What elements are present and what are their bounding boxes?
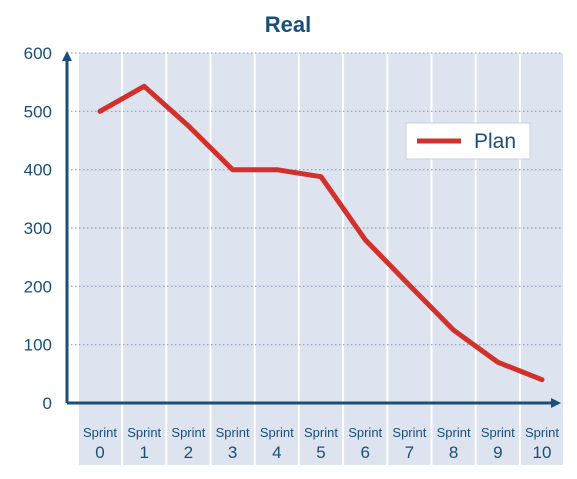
x-tick-label-top: Sprint	[216, 425, 250, 440]
x-tick-label-top: Sprint	[83, 425, 117, 440]
x-tick-label-bottom: 6	[360, 443, 369, 462]
gridlines	[67, 52, 563, 346]
x-tick-label-top: Sprint	[481, 425, 515, 440]
column-band	[211, 53, 254, 465]
chart-title: Real	[265, 12, 311, 37]
series-lines	[97, 83, 545, 383]
column-band	[388, 53, 431, 465]
column-band	[344, 53, 387, 465]
x-tick-label-top: Sprint	[260, 425, 294, 440]
column-band	[255, 53, 298, 465]
column-band	[476, 53, 519, 465]
y-tick-label: 0	[43, 394, 52, 413]
y-tick-label: 100	[24, 336, 52, 355]
y-tick-label: 300	[24, 219, 52, 238]
y-tick-label: 600	[24, 44, 52, 63]
x-tick-label-bottom: 1	[139, 443, 148, 462]
column-band	[299, 53, 343, 465]
x-tick-label-bottom: 2	[184, 443, 193, 462]
x-tick-label-bottom: 4	[272, 443, 281, 462]
x-tick-label-top: Sprint	[171, 425, 205, 440]
x-tick-label-top: Sprint	[525, 425, 559, 440]
x-tick-label-top: Sprint	[127, 425, 161, 440]
x-tick-label-bottom: 5	[316, 443, 325, 462]
y-tick-label: 400	[24, 161, 52, 180]
x-tick-label-bottom: 3	[228, 443, 237, 462]
x-tick-label-top: Sprint	[437, 425, 471, 440]
column-band	[123, 53, 166, 465]
y-tick-label: 200	[24, 277, 52, 296]
column-band	[520, 53, 564, 465]
column-band	[432, 53, 475, 465]
column-band	[78, 53, 122, 465]
column-band	[167, 53, 210, 465]
x-tick-label-bottom: 9	[493, 443, 502, 462]
x-tick-label-bottom: 7	[405, 443, 414, 462]
plot-columns	[78, 53, 564, 465]
x-tick-label-bottom: 8	[449, 443, 458, 462]
x-tick-label-bottom: 0	[95, 443, 104, 462]
y-axis-tick-labels: 0 100 200 300 400 500 600	[24, 44, 52, 413]
x-tick-label-bottom: 10	[533, 443, 552, 462]
x-tick-label-top: Sprint	[348, 425, 382, 440]
series-line-plan	[97, 83, 545, 383]
legend-label-plan: Plan	[474, 130, 516, 153]
y-tick-label: 500	[24, 102, 52, 121]
x-axis-tick-labels: Sprint 0 Sprint 1 Sprint 2 Sprint 3 Sprint 4 Sprin…	[83, 425, 559, 462]
x-tick-label-top: Sprint	[304, 425, 338, 440]
x-tick-label-top: Sprint	[392, 425, 426, 440]
legend: Plan	[405, 122, 531, 160]
